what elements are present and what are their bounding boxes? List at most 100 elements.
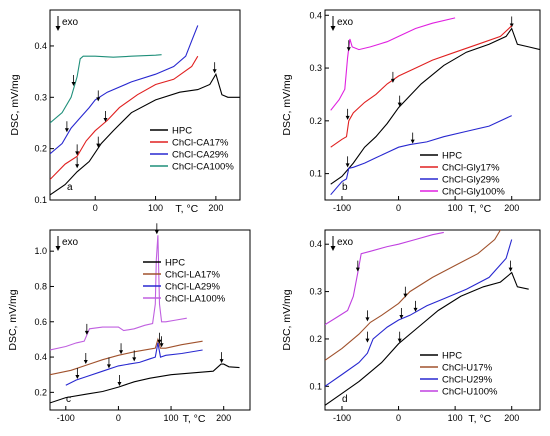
legend-entry: HPC — [165, 258, 185, 269]
transition-arrow-head — [84, 330, 89, 335]
transition-arrow-head — [346, 47, 351, 52]
panel-label: b — [342, 182, 348, 193]
legend-entry: ChCl-U29% — [442, 375, 493, 386]
x-tick-label: 200 — [216, 413, 231, 423]
transition-arrow-head — [96, 143, 101, 148]
series-line-3 — [325, 231, 444, 326]
exo-label: exo — [337, 17, 354, 28]
y-tick-label: 0.4 — [309, 239, 322, 249]
exo-arrow-head — [55, 26, 61, 31]
transition-arrow-head — [119, 350, 124, 355]
x-tick-label: 100 — [148, 203, 163, 213]
x-axis-label: T, °C — [175, 203, 198, 215]
transition-arrow-head — [75, 164, 80, 169]
legend-entry: ChCl-LA17% — [165, 270, 220, 281]
transition-arrow-head — [132, 357, 137, 362]
x-tick-label: 100 — [448, 413, 463, 423]
panel-a: 0 100 200 0.1 0.2 0.3 0.4 T, °C DSC, mV/mg exo a HP… — [9, 9, 241, 215]
legend-entry: ChCl-LA100% — [165, 294, 226, 305]
plot-frame — [324, 229, 541, 411]
legend-entry: ChCl-LA29% — [165, 282, 220, 293]
series-line-3 — [50, 235, 187, 351]
exo-label: exo — [337, 237, 354, 248]
transition-arrow-head — [159, 343, 164, 348]
transition-arrow-head — [365, 338, 370, 343]
legend-entry: ChCl-CA17% — [172, 138, 229, 149]
y-tick-label: 0.1 — [34, 195, 47, 205]
exo-label: exo — [62, 237, 79, 248]
x-tick-label: 0 — [93, 203, 98, 213]
transition-arrow-head — [157, 339, 162, 344]
x-tick-label: 200 — [504, 203, 519, 213]
x-tick-label: 100 — [164, 413, 179, 423]
transition-arrow-head — [399, 315, 404, 319]
x-tick-label: 0 — [396, 413, 401, 423]
y-tick-label: 0.3 — [309, 63, 322, 73]
y-tick-label: 0.3 — [34, 92, 47, 102]
panel-d: -100 0 100 200 0.1 0.2 0.3 0.4 T, °C DSC, mV/mg ex… — [281, 229, 541, 425]
exo-arrow-head — [55, 246, 61, 251]
x-tick-label: -100 — [57, 413, 75, 423]
x-axis-label: T, °C — [468, 203, 491, 215]
legend-entry: HPC — [442, 151, 462, 162]
series-line-0 — [50, 363, 240, 404]
legend-entry: ChCl-U17% — [442, 363, 493, 374]
transition-arrow-head — [410, 139, 415, 144]
x-tick-label: 100 — [448, 203, 463, 213]
series-line-3 — [330, 17, 456, 111]
series-line-1 — [330, 25, 513, 148]
y-tick-label: 0.2 — [34, 387, 47, 397]
transition-arrow-head — [403, 293, 408, 298]
legend-entry: HPC — [172, 126, 192, 137]
y-tick-label: 0.2 — [309, 116, 322, 126]
plot-frame — [49, 9, 241, 201]
transition-arrow-head — [365, 317, 370, 322]
exo-arrow-head — [330, 26, 336, 31]
transition-arrow-head — [96, 97, 101, 102]
legend-entry: ChCl-Gly29% — [442, 175, 500, 186]
x-axis-label: T, °C — [183, 413, 206, 425]
series-line-3 — [50, 54, 162, 124]
transition-arrow-head — [508, 267, 513, 272]
series-line-0 — [50, 72, 240, 196]
transition-arrow-head — [103, 117, 108, 122]
series-line-1 — [325, 230, 501, 361]
y-tick-label: 0.1 — [309, 381, 322, 391]
transition-arrow-head — [413, 307, 418, 312]
legend-entry: HPC — [442, 351, 462, 362]
series-line-2 — [65, 342, 203, 386]
y-tick-label: 0.1 — [309, 169, 322, 179]
plot-frame — [49, 229, 251, 411]
legend-entry: ChCl-Gly17% — [442, 163, 500, 174]
transition-arrow-head — [106, 364, 111, 369]
y-tick-label: 0.2 — [34, 144, 47, 154]
y-axis-label: DSC, mV/mg — [281, 74, 293, 135]
series-line-1 — [50, 55, 199, 180]
transition-arrow-head — [355, 267, 360, 272]
y-tick-label: 0.2 — [309, 334, 322, 344]
exo-arrow-head — [330, 246, 336, 251]
panel-c: -100 0 100 200 0.2 0.4 0.6 0.8 1.0 T, °C DSC, mV/m… — [7, 223, 251, 425]
x-tick-label: 200 — [504, 413, 519, 423]
transition-arrow-head — [154, 230, 159, 235]
y-tick-label: 0.3 — [309, 287, 322, 297]
y-tick-label: 1.0 — [34, 246, 47, 256]
transition-arrow-head — [345, 163, 350, 168]
legend-entry: ChCl-Gly100% — [442, 187, 505, 198]
transition-arrow-head — [397, 102, 402, 107]
series-line-1 — [50, 337, 203, 376]
panel-label: d — [342, 394, 348, 405]
transition-arrow-head — [83, 360, 88, 364]
series-line-0 — [325, 271, 529, 406]
transition-arrow-head — [212, 69, 217, 74]
plot-frame — [324, 9, 541, 201]
transition-arrow-head — [71, 82, 76, 87]
series-line-2 — [50, 25, 199, 155]
panel-b: -100 0 100 200 0.1 0.2 0.3 0.4 T, °C DSC, mV/mg ex… — [281, 9, 541, 215]
panel-label: c — [66, 394, 71, 405]
x-tick-label: 0 — [116, 413, 121, 423]
panel-label: a — [67, 182, 73, 193]
transition-arrow-head — [397, 338, 402, 343]
x-tick-label: -100 — [333, 203, 351, 213]
